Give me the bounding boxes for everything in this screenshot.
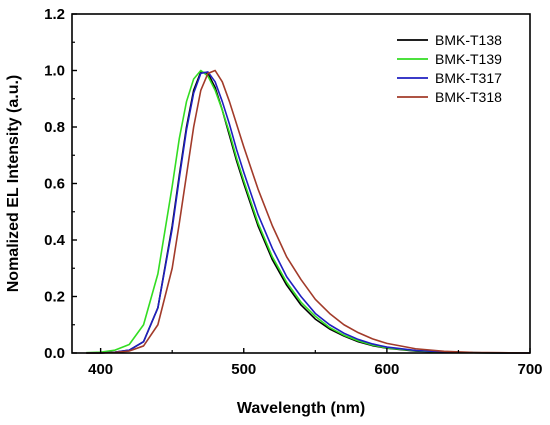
series-line-bmk-t317	[86, 71, 530, 354]
y-tick-label: 0.6	[44, 176, 65, 193]
legend-label: BMK-T139	[435, 51, 502, 67]
y-tick-label: 0.2	[44, 289, 65, 306]
x-tick-label: 700	[517, 361, 542, 378]
legend: BMK-T138 BMK-T139 BMK-T317 BMK-T318	[397, 32, 502, 105]
y-tick-label: 0.4	[44, 232, 66, 249]
series-line-bmk-t318	[86, 69, 531, 354]
y-tick-label: 1.0	[44, 63, 65, 80]
x-axis-title: Wavelength (nm)	[237, 400, 365, 417]
x-tick-label: 500	[231, 361, 256, 378]
x-tick-label: 400	[88, 361, 113, 378]
y-tick-label: 1.2	[44, 6, 65, 23]
series-layer	[86, 69, 531, 354]
x-tick-label: 600	[374, 361, 399, 378]
series-line-bmk-t139	[86, 69, 530, 354]
legend-label: BMK-T317	[435, 70, 502, 86]
series-line-bmk-t138	[86, 71, 530, 354]
ticks-layer: 400 500 600 700 0.0 0.2 0.4 0.6 0.8 1.0 1.2	[44, 6, 542, 378]
legend-label: BMK-T138	[435, 32, 502, 48]
y-axis-title: Nomalized EL Intensity (a.u.)	[5, 75, 22, 293]
y-tick-label: 0.0	[44, 345, 65, 362]
legend-label: BMK-T318	[435, 89, 502, 105]
y-tick-label: 0.8	[44, 119, 65, 136]
